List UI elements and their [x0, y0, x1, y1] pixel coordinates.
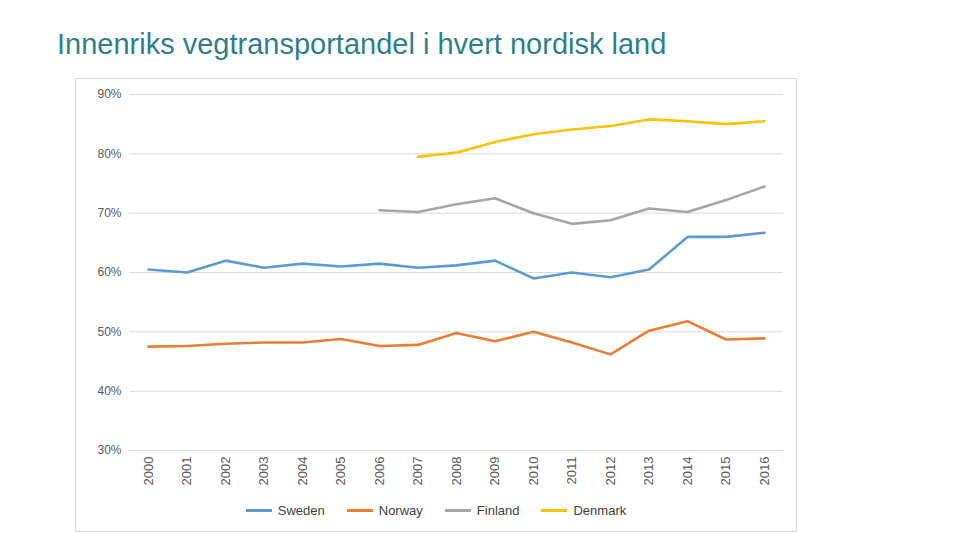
- svg-text:2001: 2001: [179, 457, 194, 486]
- svg-text:2003: 2003: [256, 457, 271, 486]
- svg-text:2008: 2008: [449, 457, 464, 486]
- svg-text:2006: 2006: [372, 457, 387, 486]
- html-text:Innenriks vegtransportandel i: Innenriks vegtransportandel i hvert nord…: [57, 28, 667, 60]
- html-text:Sweden: Sweden: [277, 503, 325, 518]
- svg-text:2016: 2016: [757, 457, 772, 486]
- svg-text:50%: 50%: [97, 325, 121, 339]
- svg-text:2012: 2012: [603, 457, 618, 486]
- svg-text:2004: 2004: [295, 457, 310, 486]
- html-text:Finland: Finland: [476, 503, 520, 518]
- svg-text:90%: 90%: [97, 87, 121, 101]
- svg-text:2014: 2014: [680, 457, 695, 486]
- svg-text:2009: 2009: [487, 457, 502, 486]
- svg-text:2015: 2015: [718, 457, 733, 486]
- svg-text:2010: 2010: [526, 457, 541, 486]
- svg-text:30%: 30%: [97, 443, 121, 457]
- svg-text:40%: 40%: [97, 384, 121, 398]
- svg-text:2002: 2002: [218, 457, 233, 486]
- svg-text:2011: 2011: [564, 457, 579, 485]
- svg-text:80%: 80%: [97, 147, 121, 161]
- html-text:Norway: Norway: [378, 503, 423, 518]
- svg-text:2007: 2007: [410, 457, 425, 486]
- html-text:Denmark: Denmark: [573, 503, 627, 518]
- svg-text:60%: 60%: [97, 265, 121, 279]
- svg-text:2013: 2013: [641, 457, 656, 486]
- svg-text:2000: 2000: [141, 457, 156, 486]
- svg-text:2005: 2005: [333, 457, 348, 486]
- svg-text:70%: 70%: [97, 206, 121, 220]
